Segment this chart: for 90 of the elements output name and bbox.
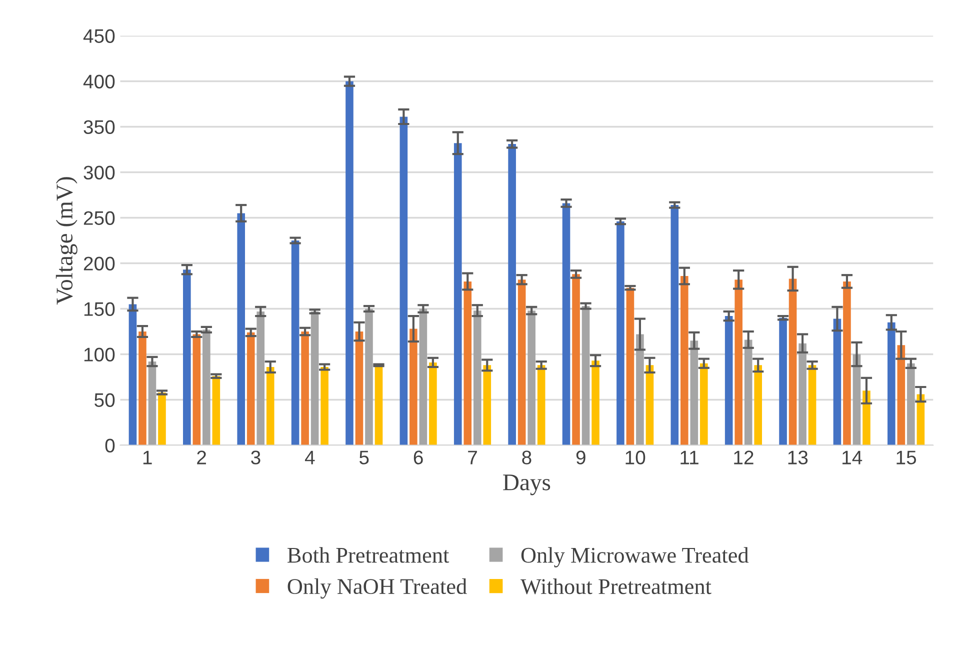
bar — [365, 308, 373, 446]
bar — [483, 365, 492, 446]
x-tick-label: 2 — [197, 450, 206, 464]
bar — [138, 332, 146, 446]
bar — [320, 366, 328, 446]
x-tick-label: 9 — [576, 450, 586, 464]
bar — [744, 340, 752, 446]
x-tick-label: 13 — [788, 450, 808, 464]
x-tick-label: 7 — [468, 450, 477, 464]
x-tick-label: 11 — [680, 450, 698, 464]
bar — [346, 81, 354, 446]
bar — [454, 143, 462, 446]
bar — [355, 332, 364, 446]
bar — [690, 340, 698, 446]
x-tick-label: 12 — [734, 450, 754, 464]
bar — [419, 308, 428, 446]
x-tick-label: 15 — [896, 450, 916, 464]
bar — [734, 280, 742, 446]
bar — [582, 306, 590, 446]
bar — [788, 278, 797, 446]
bar — [518, 280, 526, 446]
bar — [888, 322, 896, 446]
legend-label: Without Pretreatment — [520, 578, 712, 594]
bar — [680, 276, 688, 446]
y-tick-label: 250 — [84, 211, 115, 225]
legend-label: Both Pretreatment — [288, 547, 450, 563]
bar — [670, 205, 679, 446]
bar — [237, 213, 245, 446]
bar — [626, 288, 634, 446]
bar — [400, 116, 408, 446]
bar — [301, 332, 309, 446]
bar — [310, 311, 319, 446]
y-tick-label: 300 — [84, 166, 115, 180]
bar — [148, 362, 156, 446]
bar — [779, 318, 787, 446]
y-tick-label: 200 — [84, 256, 115, 270]
bar — [852, 354, 861, 446]
bar — [528, 310, 536, 446]
y-axis-title: Voltage (mV) — [56, 177, 78, 305]
bar — [256, 311, 265, 446]
y-tick-label: 0 — [105, 438, 115, 452]
x-axis-title: Days — [503, 474, 550, 496]
bar — [202, 330, 210, 446]
bar — [636, 334, 644, 446]
bar — [246, 332, 255, 446]
bar — [724, 316, 733, 446]
bar — [266, 366, 274, 446]
bar — [808, 365, 816, 446]
x-tick-label: 3 — [251, 450, 260, 464]
bar — [897, 345, 906, 446]
bar — [291, 240, 300, 446]
legend-label: Only Microwawe Treated — [521, 547, 749, 568]
bar — [562, 203, 570, 446]
bar — [616, 221, 624, 446]
y-tick-label: 450 — [83, 29, 115, 43]
y-tick-label: 350 — [84, 120, 115, 134]
bar — [158, 392, 166, 446]
y-tick-label: 400 — [83, 74, 115, 88]
bar — [473, 310, 482, 446]
bar — [754, 365, 762, 446]
x-tick-label: 4 — [304, 450, 315, 464]
y-tick-label: 50 — [94, 393, 115, 407]
bar — [429, 362, 437, 446]
x-tick-label: 14 — [842, 450, 862, 464]
x-tick-label: 1 — [143, 450, 152, 464]
bar — [374, 365, 383, 446]
x-tick-label: 8 — [522, 450, 532, 464]
y-tick-label: 150 — [84, 302, 115, 316]
bar — [410, 328, 418, 446]
bar — [833, 318, 842, 446]
bar — [508, 144, 516, 446]
bar — [464, 281, 472, 446]
legend-label: Only NaOH Treated — [288, 578, 467, 599]
x-tick-label: 5 — [359, 450, 369, 464]
x-tick-label: 6 — [414, 450, 423, 464]
bar — [592, 360, 600, 446]
bar — [183, 270, 191, 446]
bar — [907, 363, 915, 446]
bar — [862, 390, 870, 446]
bar — [646, 365, 654, 446]
bar — [798, 343, 806, 446]
bar — [537, 365, 546, 446]
bar — [843, 281, 851, 446]
x-tick-label: 10 — [626, 450, 646, 464]
y-tick-label: 100 — [84, 348, 115, 362]
bar — [192, 334, 201, 446]
bar — [700, 363, 708, 446]
bar — [212, 376, 220, 446]
bar — [128, 304, 137, 446]
bar — [572, 274, 580, 446]
